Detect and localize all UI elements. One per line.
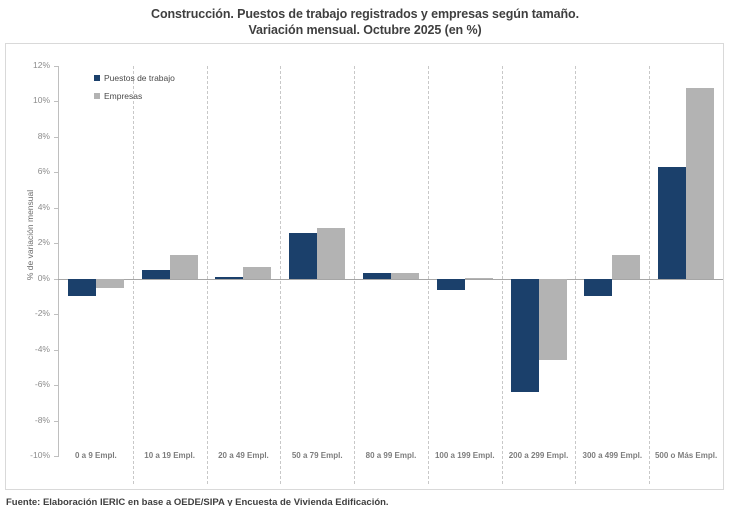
chart-legend: Puestos de trabajo Empresas: [94, 71, 175, 107]
x-axis-category-label: 0 a 9 Empl.: [74, 451, 117, 460]
x-axis-category-label: 50 a 79 Empl.: [291, 451, 343, 460]
legend-item-empresas[interactable]: Empresas: [94, 89, 175, 103]
y-axis-tick-label: 8%: [37, 130, 50, 141]
chart-title-line-2: Variación mensual. Octubre 2025 (en %): [248, 23, 482, 37]
bar-empresas[interactable]: [169, 254, 198, 279]
bar-empresas[interactable]: [612, 254, 641, 279]
bar-puestos[interactable]: [289, 232, 318, 279]
y-axis-tick-label: 2%: [37, 237, 50, 248]
bar-puestos[interactable]: [363, 272, 391, 279]
bar-puestos[interactable]: [215, 276, 244, 279]
y-axis-tick: [54, 207, 59, 209]
bar-puestos[interactable]: [67, 278, 96, 297]
x-axis-category-label: 500 o Más Empl.: [654, 451, 718, 460]
y-axis-tick: [54, 101, 59, 103]
y-axis-tick-label: 6%: [37, 166, 50, 177]
y-axis-tick-label: -2%: [34, 308, 50, 319]
y-axis-tick-label: -8%: [34, 414, 50, 425]
x-axis-category-label: 100 a 199 Empl.: [434, 451, 495, 460]
legend-swatch-icon-puestos: [94, 75, 100, 81]
x-axis-category-label: 80 a 99 Empl.: [365, 451, 417, 460]
y-axis-tick: [54, 385, 59, 387]
category-separator-line: [280, 66, 282, 484]
bars-layer: [6, 44, 723, 489]
bar-empresas[interactable]: [464, 277, 493, 279]
plot-area: % de variación mensual 12% 10% 8% 6% 4% 2% 0% -…: [5, 43, 724, 490]
legend-swatch-icon-empresas: [94, 93, 100, 99]
category-separator-line: [501, 66, 503, 484]
y-axis-tick-label: -6%: [34, 379, 50, 390]
y-axis-tick: [54, 456, 59, 457]
y-axis-tick: [54, 349, 59, 351]
chart-title: Construcción. Puestos de trabajo registr…: [0, 6, 730, 38]
y-axis-tick: [54, 172, 59, 174]
y-axis-tick: [54, 66, 59, 67]
legend-label-puestos: Puestos de trabajo: [104, 73, 175, 83]
bar-puestos[interactable]: [436, 278, 465, 291]
y-axis-tick-label: -4%: [34, 343, 50, 354]
y-axis-tick-label: 4%: [37, 201, 50, 212]
bar-empresas[interactable]: [243, 267, 272, 279]
x-axis-category-label: 300 a 499 Empl.: [582, 451, 643, 460]
bar-empresas[interactable]: [95, 278, 124, 288]
bar-puestos[interactable]: [584, 278, 613, 296]
bar-empresas[interactable]: [686, 88, 715, 279]
y-axis-tick: [54, 314, 59, 316]
category-separator-line: [354, 66, 356, 484]
category-separator-line: [575, 66, 577, 484]
zero-baseline: [58, 278, 723, 280]
chart-title-line-1: Construcción. Puestos de trabajo registr…: [151, 7, 579, 21]
y-axis-tick: [54, 278, 59, 280]
x-axis-category-label: 200 a 299 Empl.: [508, 451, 569, 460]
category-separator-line: [649, 66, 651, 484]
y-axis-tick-label: 0%: [37, 272, 50, 283]
bar-puestos[interactable]: [658, 167, 687, 279]
y-axis-tick: [54, 420, 59, 422]
legend-item-puestos[interactable]: Puestos de trabajo: [94, 71, 175, 85]
source-note: Fuente: Elaboración IERIC en base a OEDE…: [6, 497, 389, 506]
category-separator-line: [132, 66, 134, 484]
bar-puestos[interactable]: [141, 269, 170, 279]
y-axis-tick-label: 10%: [32, 95, 50, 106]
category-separator-line: [427, 66, 429, 484]
bar-empresas[interactable]: [538, 278, 567, 361]
legend-label-empresas: Empresas: [104, 91, 143, 101]
bar-puestos[interactable]: [510, 278, 539, 393]
x-axis-category-label: 10 a 19 Empl.: [144, 451, 195, 460]
y-axis-tick: [54, 136, 59, 138]
y-axis-tick-label: -10%: [30, 450, 50, 460]
y-axis-tick-label: 12%: [32, 60, 50, 70]
y-axis-tick: [54, 243, 59, 245]
y-axis-line: [58, 66, 59, 456]
bar-empresas[interactable]: [317, 228, 346, 279]
y-axis-title: % de variación mensual: [25, 189, 35, 281]
x-axis-category-label: 20 a 49 Empl.: [218, 451, 269, 460]
category-separator-line: [206, 66, 208, 484]
bar-empresas[interactable]: [391, 273, 419, 279]
